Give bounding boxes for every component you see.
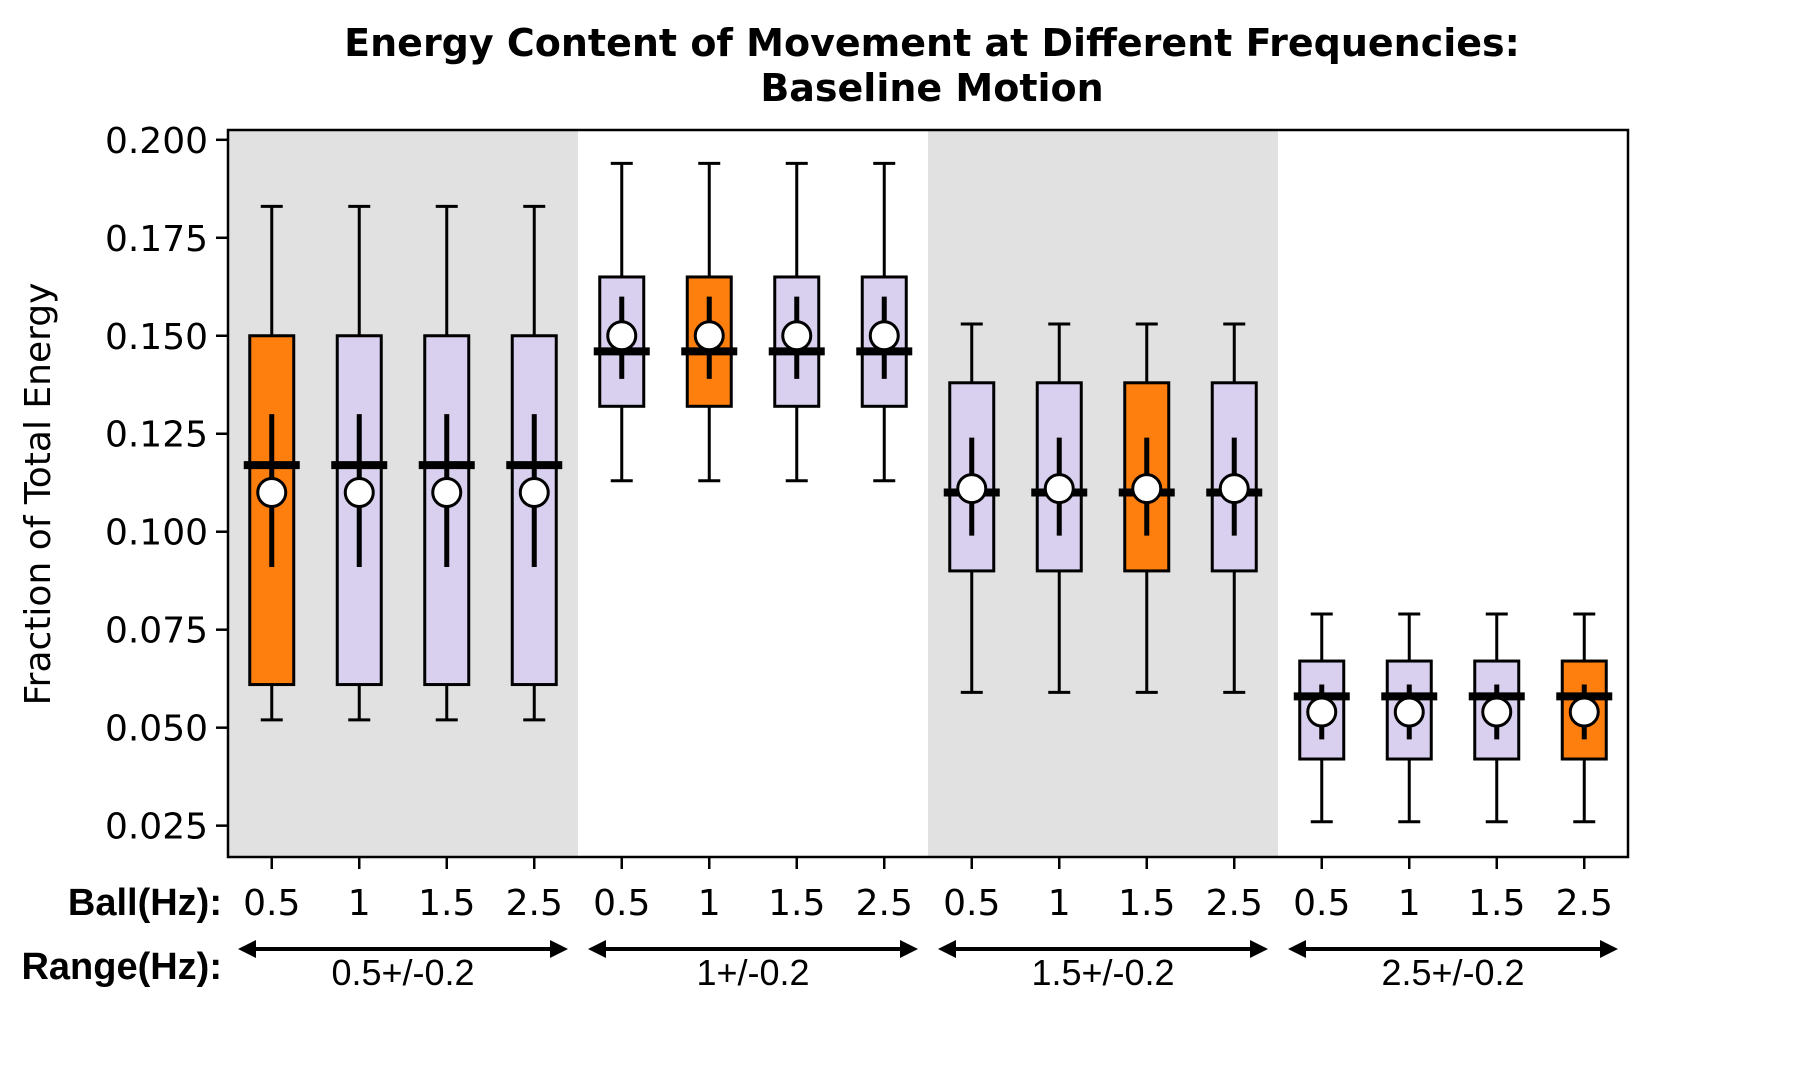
y-tick-label: 0.025: [105, 807, 208, 848]
range-arrow-left-head: [938, 940, 956, 958]
plot-frame: [226, 128, 1630, 859]
x-tick-label: 1: [1398, 883, 1421, 924]
y-tick-label: 0.175: [105, 219, 208, 260]
range-arrow-right-head: [1600, 940, 1618, 958]
x-tick-label: 0.5: [1293, 883, 1350, 924]
x-tick-label: 1.5: [1468, 883, 1525, 924]
x-axis: 0.5 1 1.5 2.5 0.5 1 1.5 2.5 0.5 1 1.5 2.5 0.5 1 1.5 2.5: [243, 857, 1613, 924]
x-tick-label: 2.5: [856, 883, 913, 924]
mean-marker: [693, 320, 725, 352]
mean-marker: [431, 477, 463, 509]
range-arrow-right-head: [900, 940, 918, 958]
mean-marker: [868, 320, 900, 352]
range-label: 2.5+/-0.2: [1381, 952, 1524, 993]
mean-marker: [518, 477, 550, 509]
mean-marker: [1481, 696, 1513, 728]
x-tick-label: 1.5: [1118, 883, 1175, 924]
mean-marker: [343, 477, 375, 509]
x-tick-label: 1: [1048, 883, 1071, 924]
range-row-label: Range(Hz):: [21, 946, 222, 988]
mean-marker: [1131, 473, 1163, 505]
x-tick-label: 1: [698, 883, 721, 924]
range-arrow-right-head: [1250, 940, 1268, 958]
y-tick-label: 0.125: [105, 415, 208, 456]
mean-marker: [606, 320, 638, 352]
range-label: 0.5+/-0.2: [331, 952, 474, 993]
x-tick-label: 2.5: [1206, 883, 1263, 924]
x-tick-label: 2.5: [1556, 883, 1613, 924]
range-label: 1.5+/-0.2: [1031, 952, 1174, 993]
range-arrow-left-head: [1288, 940, 1306, 958]
mean-marker: [781, 320, 813, 352]
y-tick-label: 0.200: [105, 121, 208, 162]
mean-marker: [1218, 473, 1250, 505]
box-series: [243, 161, 1613, 824]
chart-title: Energy Content of Movement at Different …: [344, 21, 1520, 65]
range-annotations: 0.5+/-0.2 1+/-0.2 1.5+/-0.2 2.5+/-0.2: [238, 940, 1618, 993]
mean-marker: [1393, 696, 1425, 728]
x-tick-label: 0.5: [593, 883, 650, 924]
x-tick-label: 0.5: [243, 883, 300, 924]
ball-row-label: Ball(Hz):: [68, 882, 222, 924]
y-tick-label: 0.075: [105, 611, 208, 652]
x-tick-label: 2.5: [506, 883, 563, 924]
range-arrow-right-head: [550, 940, 568, 958]
mean-marker: [1568, 696, 1600, 728]
mean-marker: [1306, 696, 1338, 728]
x-tick-label: 0.5: [943, 883, 1000, 924]
chart-subtitle: Baseline Motion: [760, 66, 1103, 110]
range-arrow-left-head: [238, 940, 256, 958]
y-tick-label: 0.150: [105, 317, 208, 358]
y-axis: 0.025 0.050 0.075 0.100 0.125 0.150 0.175 0.200: [105, 121, 228, 848]
mean-marker: [956, 473, 988, 505]
x-tick-label: 1.5: [418, 883, 475, 924]
range-arrow-left-head: [588, 940, 606, 958]
x-tick-label: 1.5: [768, 883, 825, 924]
mean-marker: [256, 477, 288, 509]
y-axis-label: Fraction of Total Energy: [18, 283, 59, 706]
x-tick-label: 1: [348, 883, 371, 924]
range-label: 1+/-0.2: [696, 952, 809, 993]
mean-marker: [1043, 473, 1075, 505]
y-tick-label: 0.050: [105, 709, 208, 750]
y-tick-label: 0.100: [105, 513, 208, 554]
